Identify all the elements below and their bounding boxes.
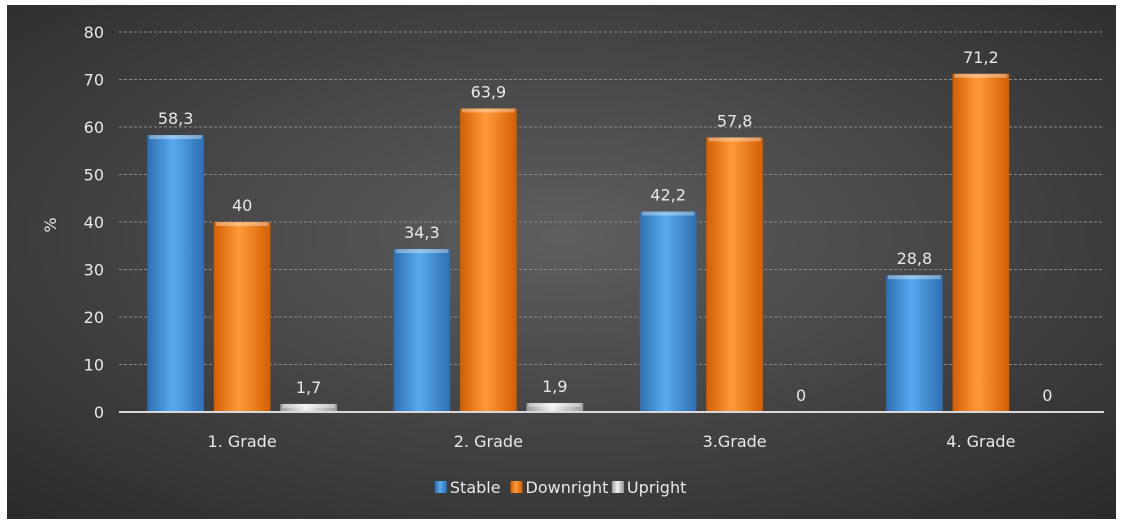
data-label: 1,7 <box>296 378 321 397</box>
y-tick-label: 20 <box>84 308 104 327</box>
bar-chart: 58,3 40 1,7 34,3 63,9 1,9 42,2 57,8 0 28,8 71,2 0 0… <box>7 5 1116 519</box>
bar-stable <box>886 275 943 412</box>
bar-downright <box>706 137 763 412</box>
legend-label: Downright <box>526 478 609 497</box>
bar-stable <box>639 211 697 412</box>
bar-downright <box>460 108 517 412</box>
bar-highlight <box>888 275 941 280</box>
y-tick-label: 50 <box>84 166 104 185</box>
bar-upright <box>280 403 337 412</box>
x-tick-label: 2. Grade <box>454 432 523 451</box>
y-tick-label: 70 <box>84 71 104 90</box>
bar-downright <box>213 222 271 412</box>
y-tick-label: 30 <box>84 261 104 280</box>
data-labels: 58,3 40 1,7 34,3 63,9 1,9 42,2 57,8 0 28,8 71,2 0 <box>158 48 1053 405</box>
x-tick-label: 3.Grade <box>703 432 767 451</box>
data-label: 42,2 <box>650 186 686 205</box>
bar-highlight <box>954 73 1008 78</box>
data-label: 0 <box>1042 386 1052 405</box>
chart-area: 58,3 40 1,7 34,3 63,9 1,9 42,2 57,8 0 28,8 71,2 0 0… <box>7 5 1116 519</box>
x-tick-label: 1. Grade <box>208 432 277 451</box>
x-tick-label: 4. Grade <box>946 432 1015 451</box>
bar-highlight <box>528 402 582 407</box>
bar-highlight <box>215 222 269 226</box>
data-label: 1,9 <box>542 377 567 396</box>
bar-stable <box>393 249 451 412</box>
data-label: 57,8 <box>717 111 753 130</box>
y-tick-label: 80 <box>84 23 104 42</box>
legend: Stable Downright Upright <box>434 478 686 497</box>
bar-highlight <box>641 211 695 216</box>
data-label: 63,9 <box>471 82 507 101</box>
data-label: 58,3 <box>158 109 194 128</box>
y-tick-label: 0 <box>94 403 104 422</box>
legend-swatch-upright <box>611 481 624 493</box>
bars <box>147 73 1010 413</box>
bar-highlight <box>395 249 449 254</box>
bar-highlight <box>149 135 202 140</box>
bar-downright <box>952 73 1010 413</box>
data-label: 71,2 <box>963 48 999 67</box>
legend-swatch-stable <box>434 481 447 493</box>
bar-highlight <box>708 137 761 142</box>
axes: 0 10 20 30 40 50 60 70 80 1. Grade 2. Grade 3.Grade… <box>84 23 1104 451</box>
data-label: 40 <box>232 196 252 215</box>
bar-upright <box>526 402 584 412</box>
data-label: 0 <box>796 386 806 405</box>
y-tick-label: 10 <box>84 356 104 375</box>
legend-swatch-downright <box>510 481 523 493</box>
bar-highlight <box>282 403 335 408</box>
legend-label: Stable <box>450 478 501 497</box>
y-axis-title: % <box>41 217 60 232</box>
data-label: 28,8 <box>897 249 933 268</box>
bar-highlight <box>462 108 515 113</box>
legend-label: Upright <box>627 478 686 497</box>
data-label: 34,3 <box>404 223 440 242</box>
y-tick-label: 40 <box>84 213 104 232</box>
y-tick-label: 60 <box>84 118 104 137</box>
bar-stable <box>147 135 204 412</box>
